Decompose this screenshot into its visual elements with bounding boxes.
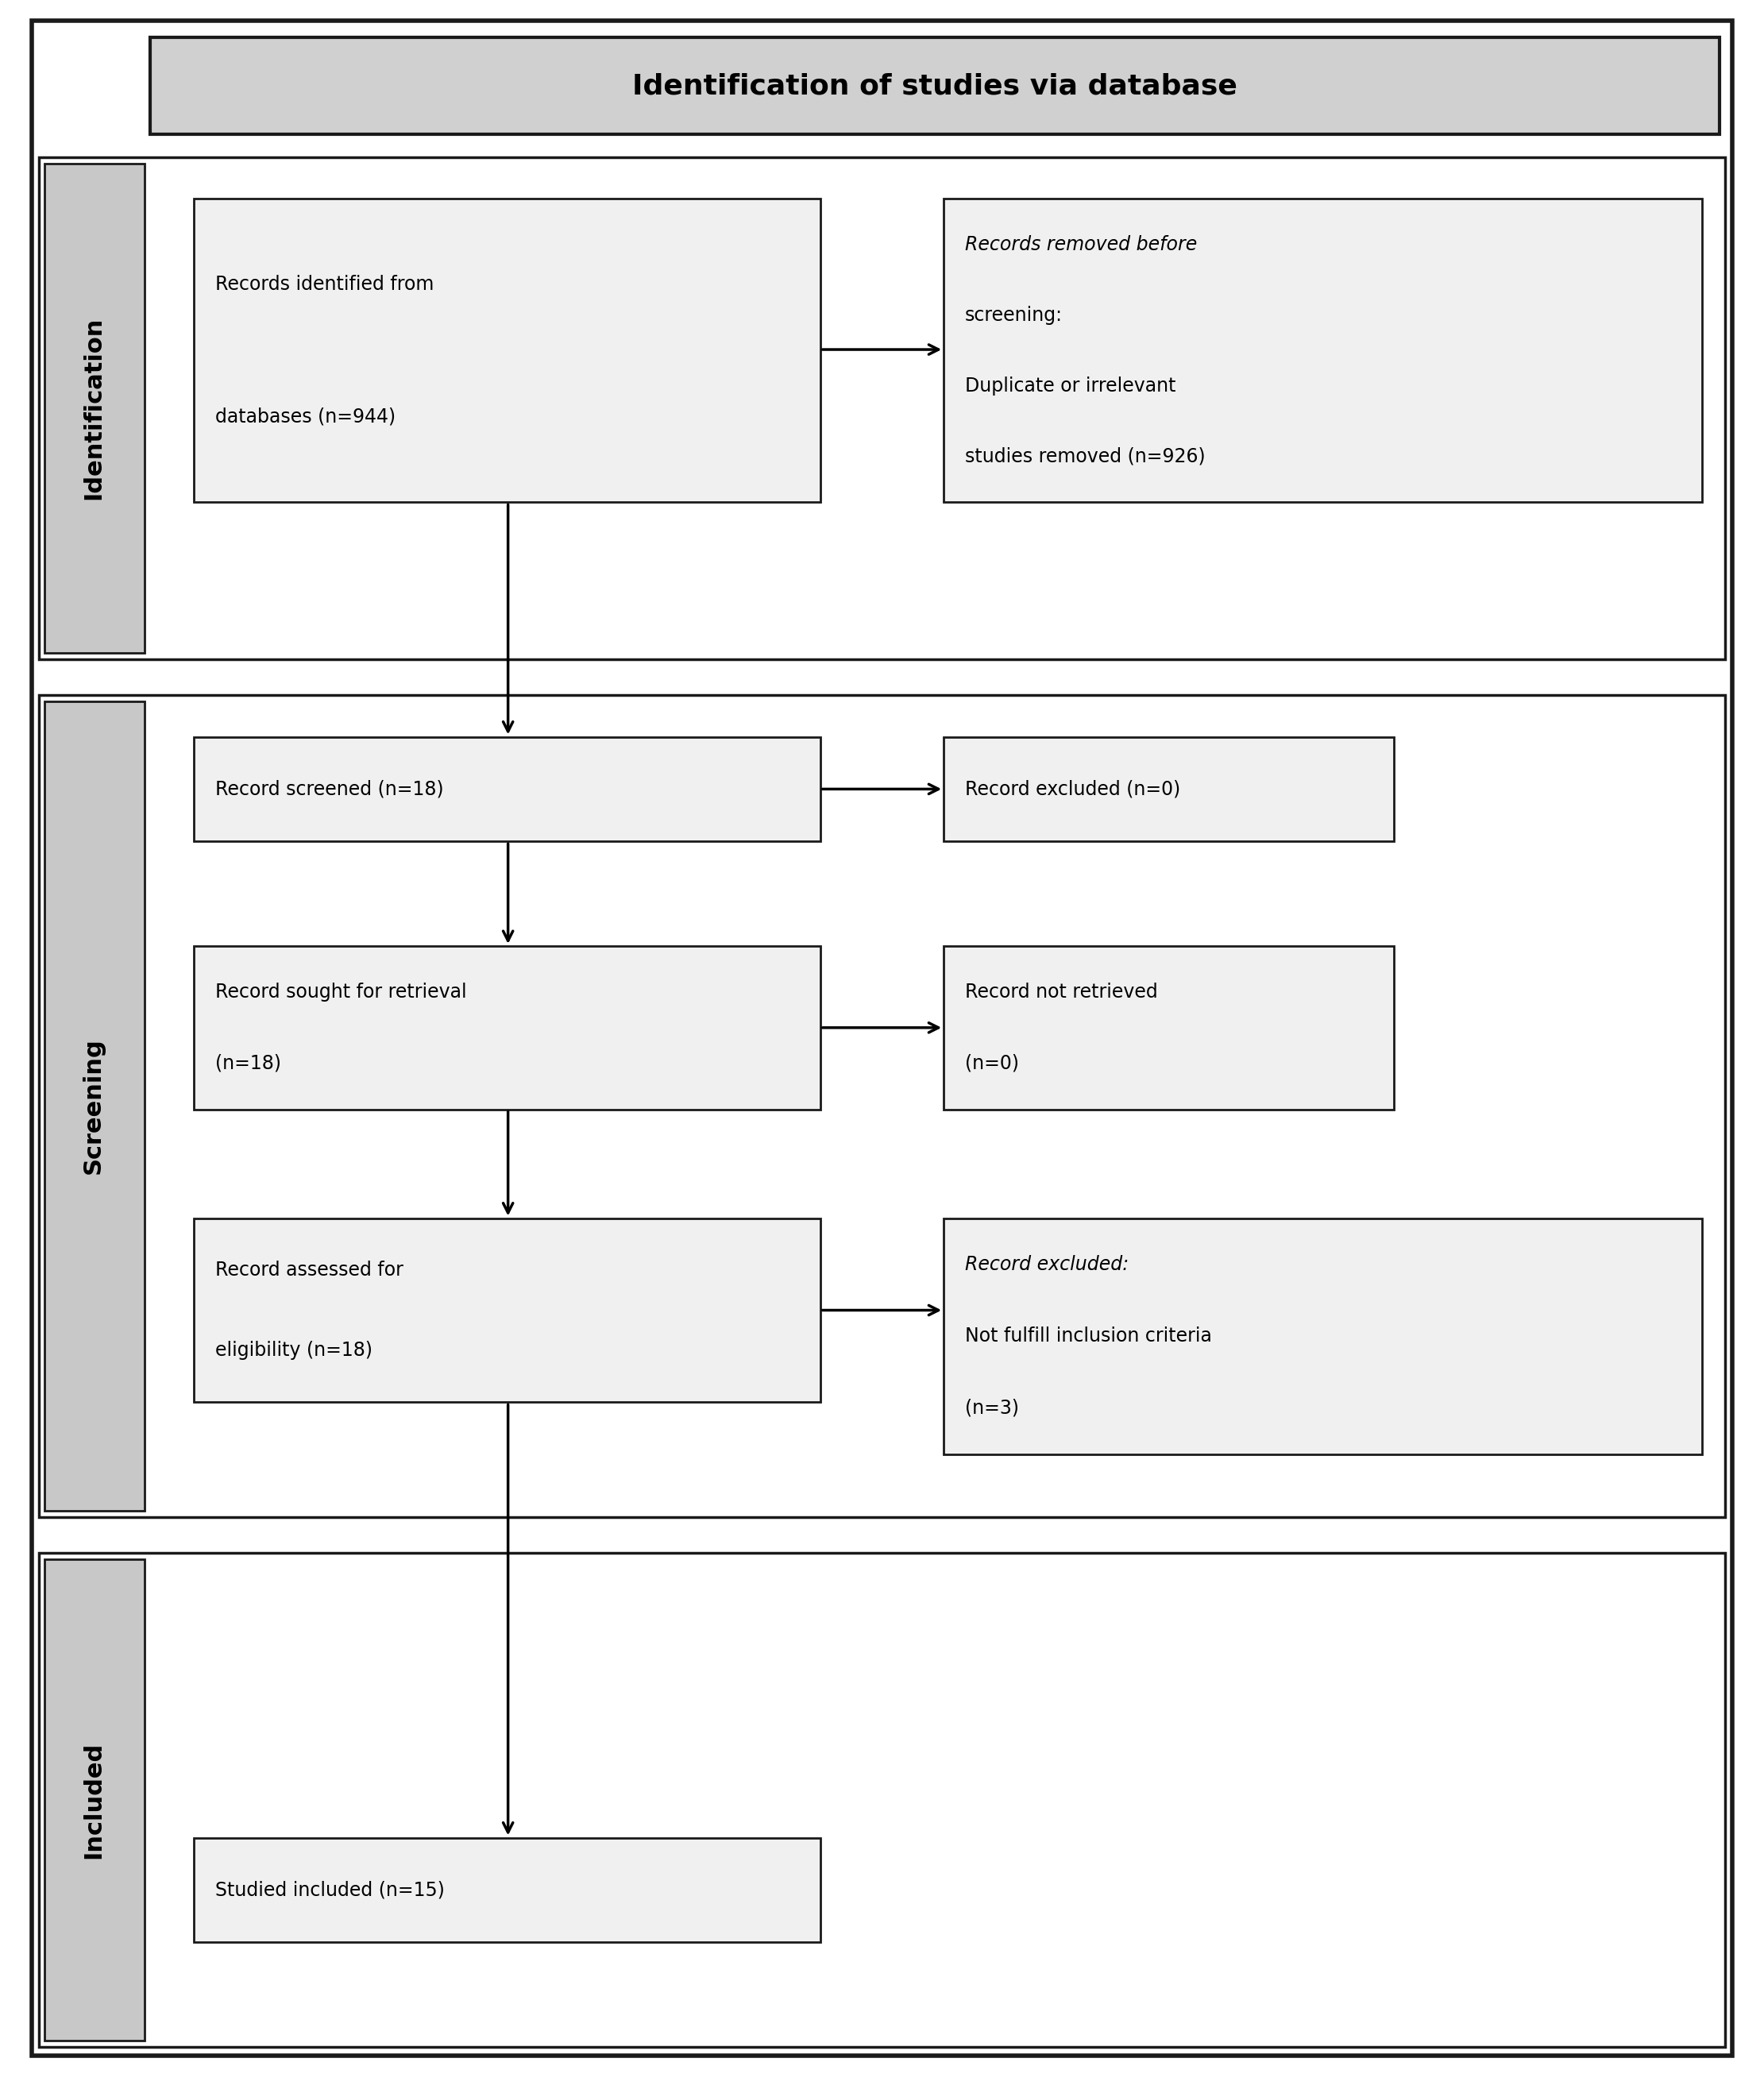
Bar (194, 1218, 820, 1402)
Bar (150, 38, 1720, 134)
Text: Screening: Screening (81, 1038, 106, 1174)
Text: Identification: Identification (81, 316, 106, 500)
Text: Record excluded:: Record excluded: (965, 1256, 1129, 1275)
Text: Included: Included (81, 1741, 106, 1859)
Text: Records removed before: Records removed before (965, 234, 1198, 253)
Bar (944, 1218, 1702, 1455)
Text: Records identified from: Records identified from (215, 274, 434, 295)
Text: screening:: screening: (965, 306, 1062, 324)
Text: Not fulfill inclusion criteria: Not fulfill inclusion criteria (965, 1327, 1212, 1346)
Text: Record not retrieved: Record not retrieved (965, 982, 1157, 1003)
Text: Record excluded (n=0): Record excluded (n=0) (965, 779, 1180, 800)
Text: eligibility (n=18): eligibility (n=18) (215, 1342, 372, 1360)
Bar (944, 199, 1702, 502)
Text: (n=18): (n=18) (215, 1053, 280, 1074)
Text: Duplicate or irrelevant: Duplicate or irrelevant (965, 377, 1177, 396)
Text: studies removed (n=926): studies removed (n=926) (965, 448, 1205, 467)
Bar (194, 199, 820, 502)
Text: databases (n=944): databases (n=944) (215, 406, 395, 427)
Bar (39, 695, 1725, 1517)
Bar (944, 737, 1394, 841)
Bar (944, 946, 1394, 1109)
Text: Identification of studies via database: Identification of studies via database (632, 73, 1238, 98)
Bar (39, 157, 1725, 659)
Bar (194, 1838, 820, 1942)
Text: Record screened (n=18): Record screened (n=18) (215, 779, 445, 800)
Bar (39, 1553, 1725, 2047)
Text: (n=3): (n=3) (965, 1398, 1020, 1417)
Bar (44, 1559, 145, 2041)
Bar (44, 163, 145, 653)
Bar (194, 946, 820, 1109)
Text: Record sought for retrieval: Record sought for retrieval (215, 982, 467, 1003)
Text: (n=0): (n=0) (965, 1053, 1020, 1074)
Bar (44, 701, 145, 1511)
Bar (194, 737, 820, 841)
Text: Studied included (n=15): Studied included (n=15) (215, 1880, 445, 1900)
Text: Record assessed for: Record assessed for (215, 1260, 404, 1279)
